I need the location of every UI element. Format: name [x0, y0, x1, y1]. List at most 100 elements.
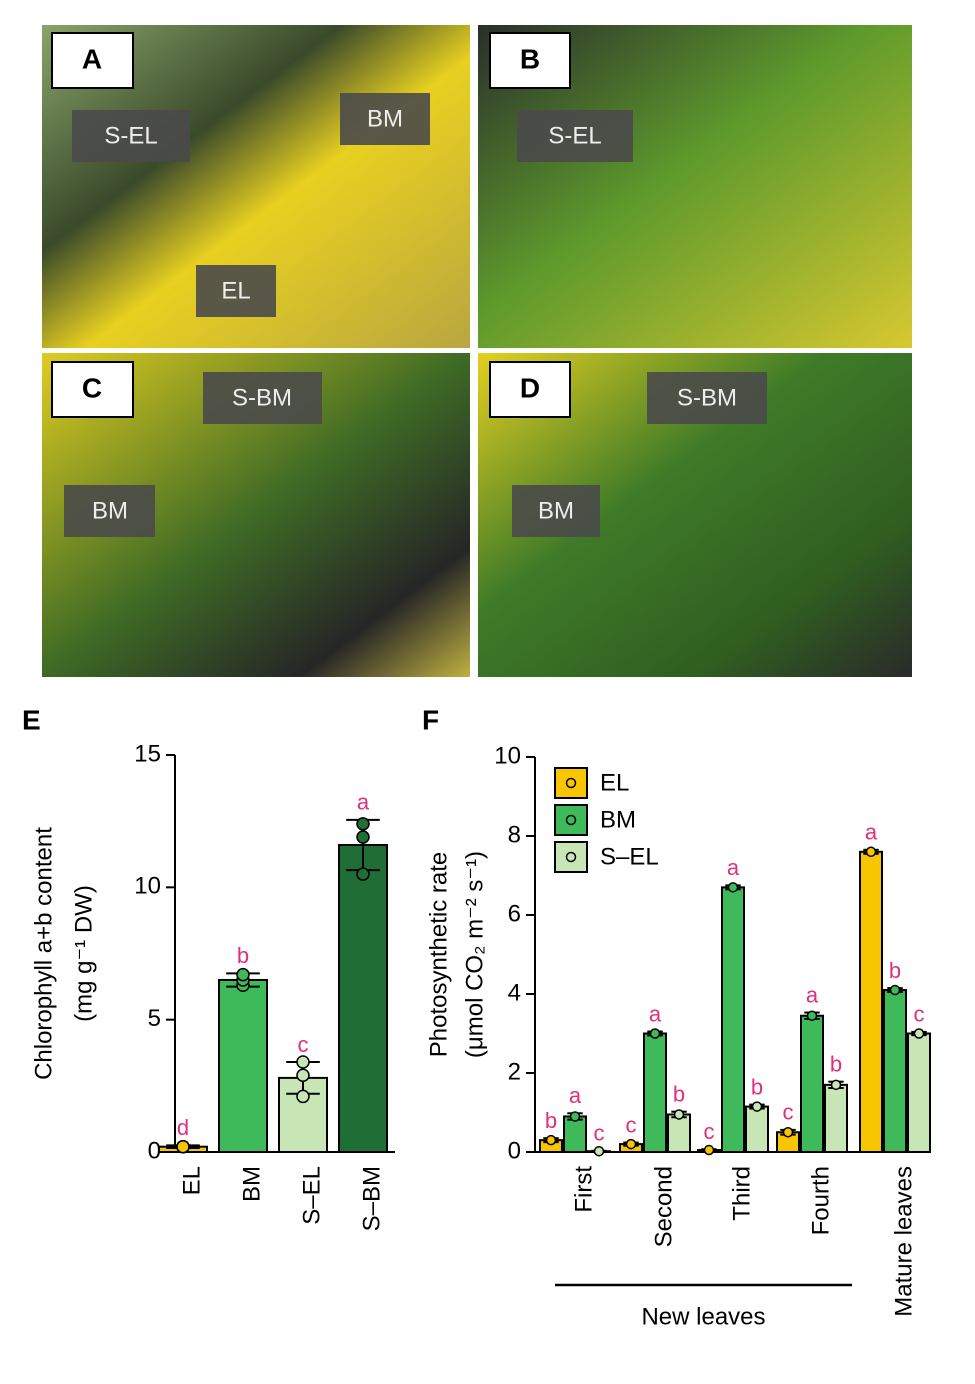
letter-box	[51, 361, 134, 418]
panel-letter: D	[520, 372, 540, 403]
data-point	[727, 882, 739, 893]
data-point	[782, 1127, 794, 1138]
x-tick-label: S–BM	[358, 1166, 385, 1231]
bar	[824, 1083, 848, 1153]
bar	[643, 1032, 667, 1153]
significance-label: c	[914, 1002, 925, 1027]
y-tick-label: 4	[508, 979, 521, 1006]
panel-letter: B	[520, 43, 540, 74]
legend-marker	[565, 851, 577, 863]
x-tick-label: Third	[728, 1166, 755, 1221]
significance-label: a	[727, 855, 740, 880]
bar	[721, 886, 745, 1153]
y-axis-label: Chlorophyll a+b content	[30, 827, 57, 1080]
y-tick-label: 15	[134, 740, 161, 767]
photo-label: S-BM	[232, 384, 292, 411]
significance-label: c	[704, 1119, 715, 1144]
significance-label: b	[889, 958, 901, 983]
y-tick-label: 0	[508, 1137, 521, 1164]
legend-label: EL	[600, 769, 629, 796]
bar	[218, 978, 268, 1154]
significance-label: b	[545, 1108, 557, 1133]
x-tick-label: BM	[238, 1166, 265, 1202]
bar	[745, 1105, 769, 1153]
data-point	[673, 1109, 685, 1120]
bar	[667, 1113, 691, 1153]
y-tick-label: 10	[134, 873, 161, 900]
significance-label: a	[806, 982, 819, 1007]
panel-letter: F	[422, 704, 439, 735]
significance-label: a	[569, 1083, 582, 1108]
x-tick-label: EL	[178, 1166, 205, 1195]
significance-label: b	[830, 1052, 842, 1077]
significance-label: c	[298, 1032, 309, 1057]
y-axis-label: (mg g⁻¹ DW)	[70, 885, 97, 1022]
bar	[883, 989, 907, 1153]
x-tick-label: Mature leaves	[890, 1166, 917, 1317]
bar	[907, 1032, 931, 1153]
photo-label: BM	[367, 105, 403, 132]
y-tick-label: 2	[508, 1058, 521, 1085]
significance-label: b	[237, 943, 249, 968]
panel-letter: C	[82, 372, 102, 403]
data-point	[176, 1139, 190, 1154]
photo-label: BM	[538, 497, 574, 524]
data-point	[593, 1145, 605, 1157]
photo-label: S-BM	[677, 384, 737, 411]
significance-label: b	[751, 1074, 763, 1099]
data-point	[865, 846, 877, 858]
label-box	[647, 372, 767, 424]
significance-label: c	[626, 1112, 637, 1137]
data-point	[236, 967, 250, 982]
y-tick-label: 10	[494, 742, 521, 769]
data-point	[356, 817, 370, 831]
data-point	[806, 1010, 818, 1021]
legend-label: S–EL	[600, 843, 659, 870]
data-point	[356, 830, 370, 844]
photo-label: EL	[221, 277, 250, 304]
photo-label: S-EL	[104, 122, 157, 149]
data-point	[545, 1134, 557, 1146]
data-point	[889, 984, 901, 996]
x-tick-label: Second	[650, 1166, 677, 1247]
significance-label: c	[783, 1100, 794, 1125]
y-axis-label: Photosynthetic rate	[425, 852, 452, 1057]
bar	[563, 1115, 587, 1153]
data-point	[913, 1028, 925, 1039]
letter-box	[489, 361, 571, 418]
data-point	[296, 1055, 310, 1069]
y-axis-label: (μmol CO₂ m⁻² s⁻¹)	[461, 851, 488, 1058]
label-box	[64, 485, 155, 537]
photo-label: BM	[92, 497, 128, 524]
y-tick-label: 0	[148, 1137, 161, 1164]
panel-letter: E	[22, 704, 41, 735]
significance-label: c	[594, 1121, 605, 1146]
photo-label: S-EL	[548, 122, 601, 149]
x-tick-label: S–EL	[298, 1166, 325, 1225]
legend-marker	[565, 814, 577, 826]
label-box	[340, 93, 430, 145]
legend-marker	[565, 777, 577, 789]
label-box	[72, 110, 190, 162]
letter-box	[489, 32, 571, 89]
panel-letter: A	[82, 43, 102, 74]
label-box	[203, 372, 322, 424]
data-point	[296, 1068, 310, 1082]
significance-label: a	[865, 820, 878, 845]
label-box	[196, 265, 276, 317]
significance-label: d	[177, 1115, 189, 1140]
label-box	[517, 110, 633, 162]
data-point	[356, 867, 370, 881]
x-tick-label: Fourth	[807, 1166, 834, 1235]
y-tick-label: 5	[148, 1005, 161, 1032]
data-point	[703, 1144, 715, 1156]
data-point	[649, 1028, 661, 1039]
data-point	[569, 1111, 581, 1122]
bar	[338, 843, 388, 1154]
significance-label: a	[649, 1001, 662, 1026]
significance-label: a	[357, 790, 370, 815]
group-label: New leaves	[641, 1303, 765, 1330]
photo-labels: S-EL BM EL S-EL S-BM BM S-BM BM	[64, 93, 767, 537]
data-point	[751, 1101, 763, 1112]
